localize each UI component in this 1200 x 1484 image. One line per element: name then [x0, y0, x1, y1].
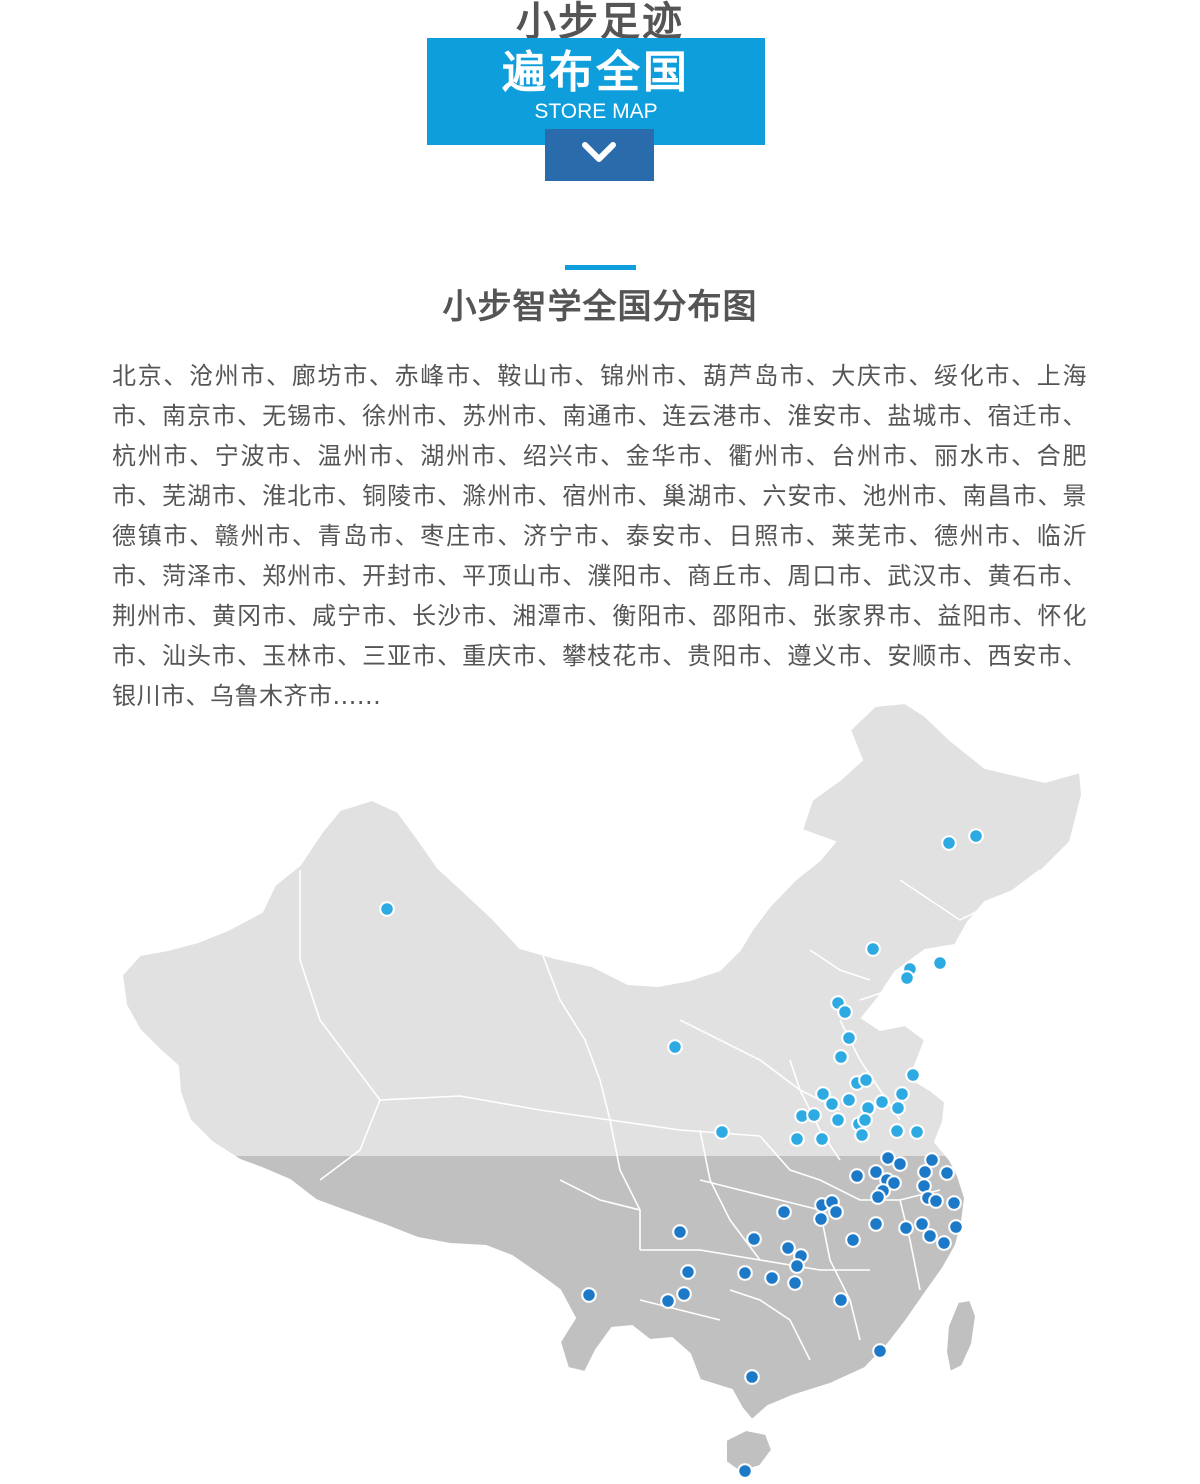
store-marker: [789, 1131, 805, 1147]
store-marker: [379, 901, 395, 917]
store-marker: [667, 1039, 683, 1055]
store-marker: [676, 1286, 692, 1302]
store-marker: [905, 1067, 921, 1083]
store-marker: [870, 1189, 886, 1205]
province-border: [819, 1209, 861, 1341]
store-marker: [744, 1369, 760, 1385]
store-marker: [865, 941, 881, 957]
province-border: [699, 1129, 761, 1261]
store-marker: [917, 1164, 933, 1180]
hero-headline: 遍布全国: [502, 47, 690, 98]
store-marker: [968, 828, 984, 844]
store-marker: [672, 1224, 688, 1240]
store-marker: [932, 955, 948, 971]
city-list: 北京、沧州市、廊坊市、赤峰市、鞍山市、锦州市、葫芦岛市、大庆市、绥化市、上海市、…: [112, 362, 1087, 710]
store-marker: [880, 1150, 896, 1166]
china-store-map: [0, 700, 1200, 1480]
store-marker: [936, 1235, 952, 1251]
mainland-shape: [231, 1156, 967, 1422]
store-marker: [841, 1092, 857, 1108]
store-marker: [857, 1112, 873, 1128]
store-marker: [833, 1292, 849, 1308]
hero-banner: 遍布全国 STORE MAP: [427, 38, 765, 145]
store-marker: [680, 1264, 696, 1280]
chevron-down-icon: [582, 142, 616, 162]
province-border: [609, 1119, 641, 1250]
map-land-south: [231, 1156, 978, 1474]
store-marker: [868, 1164, 884, 1180]
section-title: 小步智学全国分布图: [442, 287, 758, 327]
store-marker: [845, 1232, 861, 1248]
store-marker: [660, 1293, 676, 1309]
store-marker: [854, 1127, 870, 1143]
province-border: [899, 1199, 921, 1291]
store-marker: [828, 1204, 844, 1220]
store-marker: [922, 1228, 938, 1244]
province-border: [759, 1135, 941, 1201]
store-marker: [806, 1107, 822, 1123]
scroll-down-button[interactable]: [545, 129, 654, 181]
store-marker: [894, 1086, 910, 1102]
province-border: [729, 1289, 811, 1361]
store-marker: [889, 1123, 905, 1139]
province-border: [559, 1179, 641, 1211]
hainan-shape: [725, 1428, 774, 1474]
store-marker: [737, 1463, 753, 1479]
province-border: [299, 870, 381, 1101]
store-marker: [928, 1193, 944, 1209]
store-marker: [581, 1287, 597, 1303]
store-marker: [946, 1195, 962, 1211]
taiwan-shape: [944, 1298, 978, 1374]
province-border: [809, 949, 871, 981]
store-marker: [858, 1072, 874, 1088]
store-marker: [824, 1096, 840, 1112]
store-marker: [890, 1100, 906, 1116]
store-marker: [941, 835, 957, 851]
store-marker: [841, 1030, 857, 1046]
store-marker: [892, 1156, 908, 1172]
store-marker: [780, 1240, 796, 1256]
store-marker: [789, 1258, 805, 1274]
province-border: [379, 1095, 761, 1137]
store-marker: [833, 1049, 849, 1065]
province-border: [639, 1299, 721, 1321]
mainland-shape: [120, 701, 1084, 1156]
store-marker: [813, 1211, 829, 1227]
section-divider: [565, 265, 636, 270]
store-marker: [815, 1086, 831, 1102]
store-marker: [837, 1004, 853, 1020]
store-marker: [874, 1094, 890, 1110]
hero-subtitle: STORE MAP: [534, 100, 658, 123]
store-marker: [830, 1112, 846, 1128]
store-marker: [899, 970, 915, 986]
store-marker: [909, 1124, 925, 1140]
store-marker: [872, 1343, 888, 1359]
store-marker: [886, 1175, 902, 1191]
store-marker: [714, 1124, 730, 1140]
store-marker: [787, 1275, 803, 1291]
store-marker: [924, 1152, 940, 1168]
province-border: [539, 947, 611, 1121]
store-marker: [764, 1270, 780, 1286]
store-marker: [939, 1165, 955, 1181]
store-marker: [948, 1219, 964, 1235]
store-marker: [746, 1231, 762, 1247]
province-border: [899, 869, 1041, 921]
store-marker: [914, 1216, 930, 1232]
province-border: [679, 1019, 841, 1111]
province-border: [699, 1179, 821, 1211]
store-markers: [379, 828, 984, 1479]
store-marker: [898, 1220, 914, 1236]
map-land-north: [120, 701, 1084, 1156]
store-marker: [849, 1168, 865, 1184]
hero-title: 小步足迹: [516, 0, 684, 45]
map-svg: [120, 701, 1084, 1479]
province-border: [319, 1099, 381, 1181]
store-marker: [737, 1265, 753, 1281]
store-marker: [776, 1204, 792, 1220]
store-marker: [814, 1131, 830, 1147]
store-marker: [868, 1216, 884, 1232]
